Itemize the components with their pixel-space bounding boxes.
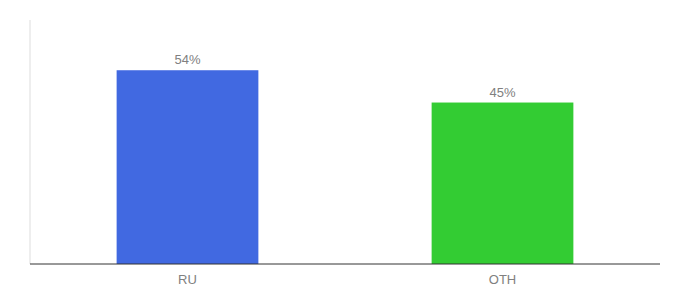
x-tick-label: OTH xyxy=(489,272,516,287)
data-label: 54% xyxy=(174,52,200,67)
x-axis-line xyxy=(30,264,660,265)
x-tick-label: RU xyxy=(178,272,197,287)
bar xyxy=(432,103,574,264)
y-axis-line xyxy=(30,20,31,264)
chart: 54% 45% RU OTH xyxy=(0,0,680,300)
bar xyxy=(117,70,259,264)
chart-container: 54% 45% RU OTH xyxy=(0,0,680,300)
data-label: 45% xyxy=(489,85,515,100)
bars xyxy=(117,70,574,264)
